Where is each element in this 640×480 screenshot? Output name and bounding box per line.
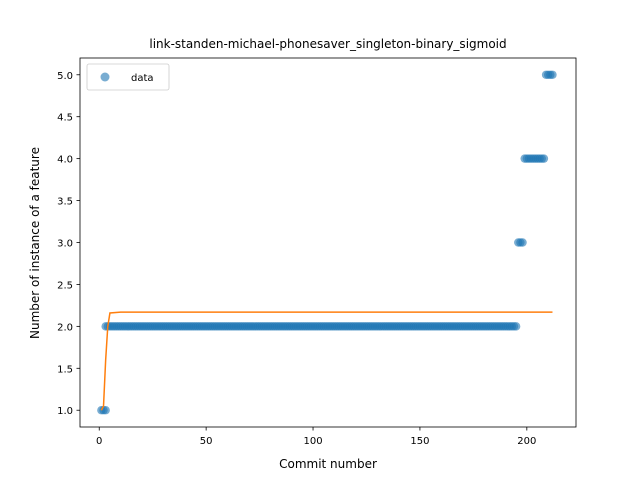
x-tick-label: 200 — [517, 436, 536, 447]
data-point — [101, 406, 110, 415]
plot-frame — [79, 57, 577, 428]
x-tick-label: 100 — [303, 436, 322, 447]
y-tick-label: 2.0 — [57, 322, 73, 333]
y-axis-label: Number of instance of a feature — [28, 147, 42, 339]
data-point — [539, 154, 549, 163]
legend: data — [86, 63, 170, 91]
y-tick-label: 5.0 — [57, 71, 73, 82]
x-axis-label: Commit number — [279, 457, 377, 471]
y-tick-label: 3.5 — [57, 197, 73, 208]
y-tick-label: 4.0 — [57, 155, 73, 166]
y-tick-label: 1.5 — [57, 364, 73, 375]
y-tick-label: 1.0 — [57, 406, 73, 417]
data-point — [518, 238, 527, 247]
chart-title: link-standen-michael-phonesaver_singleto… — [149, 37, 506, 51]
x-tick-label: 150 — [410, 436, 429, 447]
data-point — [511, 322, 521, 331]
data-point — [548, 70, 557, 79]
x-tick-label: 0 — [96, 436, 102, 447]
y-tick-label: 3.0 — [57, 239, 73, 250]
y-tick-label: 4.5 — [57, 113, 73, 124]
legend-marker-data — [100, 72, 110, 82]
fit-line — [100, 311, 553, 411]
legend-box — [86, 63, 170, 91]
legend-label-data: data — [131, 73, 154, 84]
x-tick-label: 50 — [200, 436, 213, 447]
y-tick-label: 2.5 — [57, 280, 73, 291]
